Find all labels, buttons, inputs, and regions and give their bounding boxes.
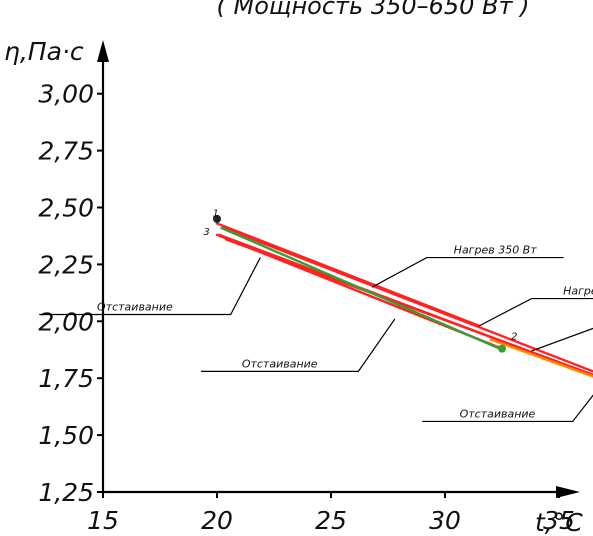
y-tick-label: 1,50 [38,421,94,450]
x-tick-label: 30 [429,506,461,535]
annotation-leader [371,256,564,288]
y-tick-label: 1,25 [38,478,94,507]
point-label: 2 [511,332,517,343]
point-label-group: 13246 [203,209,517,343]
x-tick-label: 20 [201,506,233,535]
series-line-3 [224,238,593,377]
y-tick-label: 3,00 [38,80,94,109]
annotation-text: Нагрев 350 Вт [454,244,538,257]
x-axis-arrow [556,486,580,498]
series-group [215,222,593,378]
chart-title: ( Мощность 350–650 Вт ) [217,0,530,20]
annotation-leader [201,318,396,372]
y-tick-label: 2,25 [38,250,94,279]
annotation-leader [39,257,261,316]
x-tick-label: 15 [87,506,119,535]
y-tick-group: 1,25 1,50 1,75 2,00 2,25 2,50 2,75 3,00 [38,80,103,507]
data-point-marker [498,344,506,353]
annotation-leader [422,394,593,423]
point-label: 1 [212,209,218,220]
x-axis-label: t,°C [535,508,583,536]
y-tick-label: 2,00 [38,307,94,336]
series-line-2 [222,226,593,373]
x-tick-group: 1520253035404550 [87,492,575,535]
annotation-text: Отстаивание [97,300,173,313]
annotation-text: Отстаивание [242,357,318,370]
data-point-marker [213,214,221,223]
annotation-leader [531,327,593,352]
x-tick-label: 25 [315,506,347,535]
y-axis-arrow [97,40,109,62]
annotation-text: Отстаивание [460,407,536,420]
annotation-group: Нагрев 350 ВтНагрев 500 ВтНагрев 650 ВтО… [39,244,593,423]
annotation-leader [478,297,593,327]
axes [97,40,580,498]
y-tick-label: 2,75 [38,137,94,166]
x-tick-label: 35 [543,506,575,535]
series-line-7 [489,338,593,378]
series-line-1 [215,222,481,328]
series-line-6 [220,226,501,350]
point-label: 3 [203,227,209,238]
y-tick-label: 1,75 [38,364,94,393]
marker-group [213,214,506,353]
y-tick-label: 2,50 [38,194,94,223]
annotation-text: Нагрев 500 Вт [563,285,593,298]
y-axis-label: η,Па·с [4,37,84,66]
